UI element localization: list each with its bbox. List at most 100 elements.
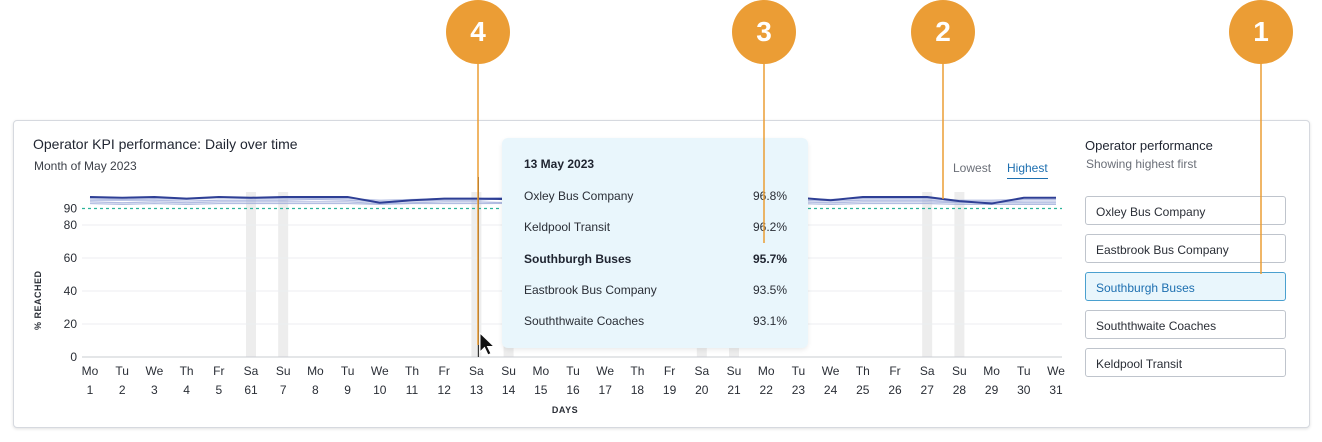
x-axis-label: DAYS: [552, 405, 578, 415]
sort-highest-toggle[interactable]: Highest: [1007, 161, 1048, 179]
x-tick-daynumber: 9: [344, 383, 351, 397]
x-tick-dayname: Sa: [920, 364, 935, 378]
x-tick-daynumber: 13: [470, 383, 484, 397]
tooltip-row-value: 96.8%: [752, 189, 787, 203]
x-tick-daynumber: 28: [953, 383, 967, 397]
x-tick-daynumber: 15: [534, 383, 548, 397]
x-tick-dayname: Tu: [566, 364, 580, 378]
x-tick-dayname: We: [822, 364, 840, 378]
operator-button-keldpool[interactable]: Keldpool Transit: [1085, 348, 1286, 377]
chart-title: Operator KPI performance: Daily over tim…: [33, 136, 298, 152]
x-tick-daynumber: 8: [312, 383, 319, 397]
callout-badge-1: 1: [1229, 0, 1293, 64]
y-tick-label: 20: [64, 317, 78, 331]
x-tick-daynumber: 7: [280, 383, 287, 397]
x-tick-daynumber: 22: [760, 383, 774, 397]
operator-button-oxley[interactable]: Oxley Bus Company: [1085, 196, 1286, 225]
callout-badge-2: 2: [911, 0, 975, 64]
operator-panel-title: Operator performance: [1085, 138, 1213, 153]
x-tick-daynumber: 29: [985, 383, 999, 397]
x-tick-dayname: Mo: [758, 364, 775, 378]
callout-badge-4: 4: [446, 0, 510, 64]
x-tick-daynumber: 26: [888, 383, 902, 397]
x-tick-dayname: We: [371, 364, 389, 378]
x-tick-dayname: Mo: [307, 364, 324, 378]
callout-badge-3: 3: [732, 0, 796, 64]
x-tick-daynumber: 4: [183, 383, 190, 397]
tooltip-row-value: 93.5%: [752, 283, 787, 297]
weekend-band: [278, 192, 289, 357]
x-tick-daynumber: 25: [856, 383, 870, 397]
x-tick-dayname: We: [596, 364, 614, 378]
sort-lowest-toggle[interactable]: Lowest: [953, 161, 992, 175]
x-tick-daynumber: 31: [1049, 383, 1063, 397]
x-tick-daynumber: 21: [727, 383, 741, 397]
x-tick-daynumber: 12: [438, 383, 452, 397]
y-tick-label: 60: [64, 251, 78, 265]
x-tick-dayname: Fr: [213, 364, 224, 378]
x-tick-dayname: Mo: [983, 364, 1000, 378]
tooltip-row-value: 96.2%: [752, 220, 787, 234]
x-tick-daynumber: 18: [631, 383, 645, 397]
operator-button-eastbrook[interactable]: Eastbrook Bus Company: [1085, 234, 1286, 263]
x-tick-daynumber: 24: [824, 383, 838, 397]
x-tick-dayname: Su: [501, 364, 516, 378]
x-tick-dayname: We: [146, 364, 164, 378]
x-tick-dayname: Sa: [244, 364, 259, 378]
x-tick-dayname: Tu: [792, 364, 806, 378]
x-tick-dayname: Sa: [694, 364, 709, 378]
weekend-band: [954, 192, 965, 357]
x-tick-daynumber: 5: [215, 383, 222, 397]
x-tick-daynumber: 1: [87, 383, 94, 397]
x-tick-dayname: Su: [952, 364, 967, 378]
y-tick-label: 0: [70, 350, 77, 364]
x-tick-daynumber: 10: [373, 383, 387, 397]
y-tick-label: 80: [64, 218, 78, 232]
x-tick-dayname: Fr: [439, 364, 450, 378]
tooltip-row-value: 93.1%: [752, 314, 787, 328]
x-tick-daynumber: 27: [921, 383, 935, 397]
operator-panel-subtitle: Showing highest first: [1086, 157, 1197, 171]
x-tick-dayname: Mo: [82, 364, 99, 378]
x-tick-daynumber: 19: [663, 383, 677, 397]
operator-button-souththwaite[interactable]: Souththwaite Coaches: [1085, 310, 1286, 339]
tooltip-row-name: Keldpool Transit: [524, 220, 611, 234]
x-tick-dayname: Fr: [889, 364, 900, 378]
x-tick-dayname: Th: [856, 364, 870, 378]
y-tick-label: 40: [64, 284, 78, 298]
x-tick-dayname: Th: [180, 364, 194, 378]
x-tick-dayname: Tu: [341, 364, 355, 378]
x-tick-dayname: Fr: [664, 364, 675, 378]
x-tick-daynumber: 61: [244, 383, 258, 397]
mouse-cursor-icon: [479, 331, 496, 356]
x-tick-dayname: Th: [405, 364, 419, 378]
x-tick-dayname: Tu: [1017, 364, 1031, 378]
x-tick-daynumber: 23: [792, 383, 806, 397]
x-tick-daynumber: 11: [406, 383, 419, 397]
x-tick-daynumber: 20: [695, 383, 709, 397]
tooltip-row-value-selected: 95.7%: [752, 252, 787, 266]
weekend-band: [246, 192, 256, 357]
weekend-band: [471, 192, 482, 357]
tooltip-row-name: Eastbrook Bus Company: [524, 283, 657, 297]
x-tick-dayname: We: [1047, 364, 1065, 378]
x-tick-daynumber: 2: [119, 383, 126, 397]
x-tick-daynumber: 30: [1017, 383, 1031, 397]
tooltip-row-name: Souththwaite Coaches: [524, 314, 645, 328]
x-tick-dayname: Sa: [469, 364, 484, 378]
weekend-band: [922, 192, 933, 357]
y-axis-label: % REACHED: [33, 270, 43, 330]
x-tick-dayname: Tu: [115, 364, 129, 378]
x-tick-daynumber: 16: [566, 383, 580, 397]
x-tick-daynumber: 3: [151, 383, 158, 397]
hover-tooltip: 13 May 2023 Oxley Bus Company 96.8% Keld…: [502, 138, 808, 348]
operator-button-southburgh[interactable]: Southburgh Buses: [1085, 272, 1286, 301]
tooltip-date: 13 May 2023: [524, 157, 595, 171]
x-tick-daynumber: 17: [599, 383, 613, 397]
chart-subtitle: Month of May 2023: [34, 159, 137, 173]
x-tick-dayname: Su: [276, 364, 291, 378]
y-tick-label: 90: [64, 202, 78, 216]
x-tick-dayname: Th: [630, 364, 644, 378]
x-tick-dayname: Mo: [532, 364, 549, 378]
